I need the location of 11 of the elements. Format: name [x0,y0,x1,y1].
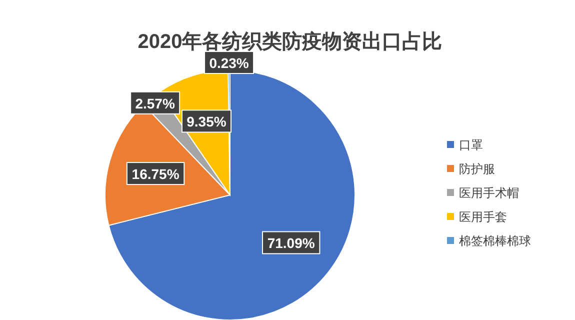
legend-label: 医用手套 [459,210,507,224]
data-label: 16.75% [132,166,180,182]
legend-label: 口罩 [459,138,483,152]
data-label: 0.23% [209,55,250,72]
legend-label: 防护服 [459,162,495,176]
data-label: 2.57% [135,95,176,112]
legend-label: 医用手术帽 [459,186,519,200]
data-label: 71.09% [267,235,316,252]
data-label: 9.35% [186,114,227,130]
legend-label: 棉签棉棒棉球 [459,234,531,248]
chart-title: 2020年各纺织类防疫物资出口占比 [138,30,442,53]
